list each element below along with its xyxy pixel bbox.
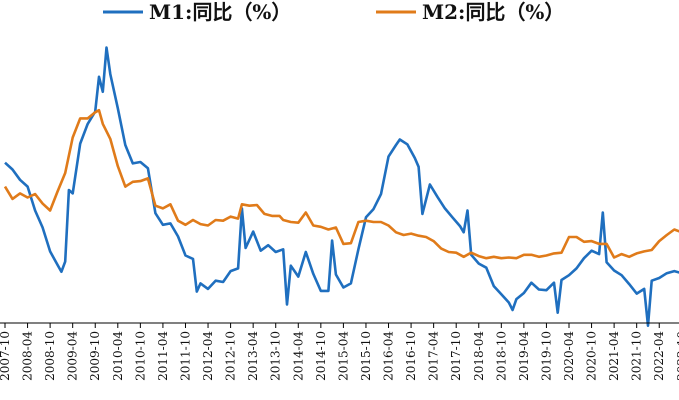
x-tick-label: 2018-04 <box>472 331 486 381</box>
x-tick-label: 2015-04 <box>336 331 350 381</box>
x-tick-label: 2020-10 <box>585 331 599 381</box>
x-tick-label: 2017-04 <box>427 331 441 381</box>
x-tick-label: 2010-10 <box>133 331 147 381</box>
x-tick-label: 2007-10 <box>0 331 12 381</box>
legend-label-m1: M1:同比（%） <box>149 0 291 24</box>
x-tick-label: 2022-04 <box>652 331 666 381</box>
x-tick-label: 2014-04 <box>291 331 305 381</box>
series-line-m1 <box>4 46 679 327</box>
x-tick-label: 2012-10 <box>224 331 238 381</box>
x-tick-label: 2008-10 <box>43 331 57 381</box>
x-tick-label: 2008-04 <box>21 331 35 381</box>
x-tick-label: 2013-10 <box>269 331 283 381</box>
x-tick-label: 2012-04 <box>201 331 215 381</box>
x-tick-label: 2011-10 <box>178 331 192 381</box>
x-tick-label: 2010-04 <box>111 331 125 381</box>
x-tick-label: 2009-10 <box>88 331 102 381</box>
x-tick-label: 2016-10 <box>404 331 418 381</box>
series-layer <box>3 46 679 327</box>
x-tick-label: 2014-10 <box>314 331 328 381</box>
x-tick-label: 2015-10 <box>359 331 373 381</box>
x-tick-label: 2022-10 <box>675 331 679 381</box>
x-tick-label: 2020-04 <box>562 331 576 381</box>
x-tick-label: 2009-04 <box>66 331 80 381</box>
x-tick-label: 2017-10 <box>449 331 463 381</box>
series-line-m2 <box>3 108 679 260</box>
x-tick-label: 2018-10 <box>494 331 508 381</box>
legend: M1:同比（%） M2:同比（%） <box>103 0 564 24</box>
x-tick-label: 2021-10 <box>630 331 644 381</box>
x-axis-ticks: 2007-10 2008-04 2008-10 2009-04 2009-10 2010-… <box>0 323 679 381</box>
x-tick-label: 2016-04 <box>382 331 396 381</box>
x-tick-label: 2021-04 <box>607 331 621 381</box>
x-tick-label: 2019-10 <box>539 331 553 381</box>
x-tick-label: 2019-04 <box>517 331 531 381</box>
legend-label-m2: M2:同比（%） <box>422 0 564 24</box>
x-tick-label: 2013-04 <box>246 331 260 381</box>
x-tick-label: 2011-04 <box>156 331 170 381</box>
